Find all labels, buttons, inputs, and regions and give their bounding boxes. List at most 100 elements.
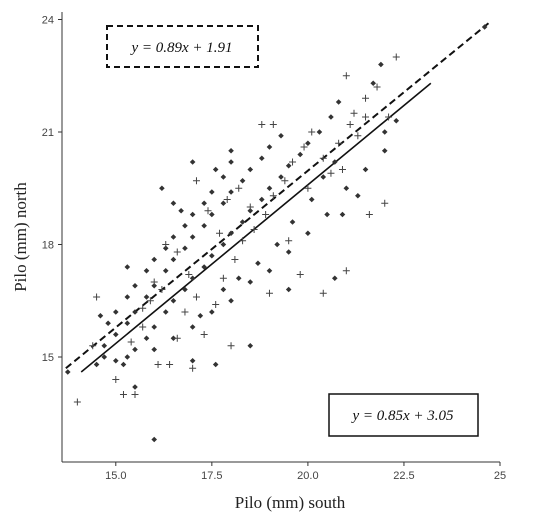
data-point-dot [201,264,207,270]
data-point-dot [189,275,196,282]
data-point-plus [216,229,224,237]
data-point-dot [112,331,119,338]
data-point-dot [189,234,196,240]
data-point-dot [170,335,177,342]
data-point-dot [228,147,234,154]
data-point-dot [370,80,377,87]
data-point-dot [182,245,188,252]
data-point-dot [266,267,273,274]
data-point-dot [197,312,204,319]
x-tick-label: 20.0 [297,470,318,482]
data-point-dot [255,260,261,267]
data-point-dot [209,309,215,315]
data-point-dot [143,267,150,274]
data-point-plus [200,331,208,338]
data-point-dot [481,24,488,30]
data-point-dot [266,185,273,192]
data-point-dot [132,384,138,390]
data-point-plus [166,361,174,368]
data-point-plus [227,342,235,350]
data-point-plus [131,391,139,398]
data-point-dot [189,357,196,364]
equation-solid-text: y = 0.85x + 3.05 [350,408,454,424]
data-point-dot [331,275,338,282]
data-point-plus [239,237,247,245]
data-point-dot [105,320,111,327]
data-point-dot [343,185,350,192]
x-axis-ticks: 15.0 17.5 20.0 22.5 25 [105,462,506,482]
data-point-dot [162,267,169,274]
data-point-plus [385,113,393,121]
data-point-dot [101,342,108,349]
data-point-plus [212,301,220,308]
data-point-dot [258,196,265,203]
data-point-dot [305,140,311,147]
data-point-plus [346,121,354,128]
regression-lines [65,22,490,373]
data-point-plus [185,271,193,278]
data-point-plus [265,289,273,297]
data-point-dot [143,294,150,300]
data-point-plus [127,338,135,346]
data-point-plus [300,143,308,151]
data-point-dot [170,297,177,304]
data-point-dot [182,222,188,229]
data-point-dot [151,346,158,353]
data-point-dot [335,99,342,105]
data-point-dot [228,189,234,195]
data-point-plus [327,169,335,177]
data-point-dot [182,286,188,293]
data-point-dot [178,207,184,214]
data-point-dot [247,166,254,173]
data-point-dot [316,129,323,135]
data-point-dot [132,309,138,315]
data-point-plus [112,376,120,383]
y-tick-label: 21 [42,127,54,139]
y-axis-ticks: 15 18 21 24 [42,15,62,364]
data-point-plus [392,53,400,61]
data-point-dot [239,177,246,184]
data-point-plus [319,289,327,297]
data-point-dot [189,324,196,330]
data-point-plus [304,184,312,192]
data-point-dot [339,211,346,218]
data-point-dot [247,207,254,214]
data-point-plus [319,154,327,162]
data-point-plus [258,121,266,128]
data-point-dot [381,129,388,135]
data-point-dot [64,369,71,375]
data-point-dot [151,324,158,330]
x-tick-label: 17.5 [201,470,222,482]
data-point-plus [73,398,81,406]
data-point-dot [212,166,219,173]
data-point-plus [146,297,154,305]
data-point-plus [269,121,277,128]
data-point-dot [97,312,104,319]
data-point-dot [124,294,131,300]
data-point-dot [209,211,215,218]
data-point-dot [285,162,292,169]
data-point-plus [338,166,346,173]
data-point-dot [220,241,227,248]
data-point-plus [373,83,381,91]
data-point-dot [331,159,338,165]
data-point-plus [250,226,258,233]
data-point-plus [204,207,212,215]
data-point-dot [274,241,280,248]
x-tick-label: 22.5 [393,470,414,482]
x-tick-label: 25 [494,470,506,482]
data-point-plus [269,192,277,200]
data-point-dot [378,61,384,68]
data-point-dot [247,342,254,349]
data-point-dot [305,230,311,237]
data-point-dot [235,275,242,282]
data-point-dot [143,335,150,342]
data-point-dot [159,185,165,192]
data-point-dot [228,297,234,304]
data-point-dot [189,159,196,165]
equation-box-solid-frame [328,393,479,437]
data-point-plus [139,323,147,331]
data-point-plus [296,271,304,278]
data-point-dot [278,174,284,180]
data-point-dot [124,264,131,270]
